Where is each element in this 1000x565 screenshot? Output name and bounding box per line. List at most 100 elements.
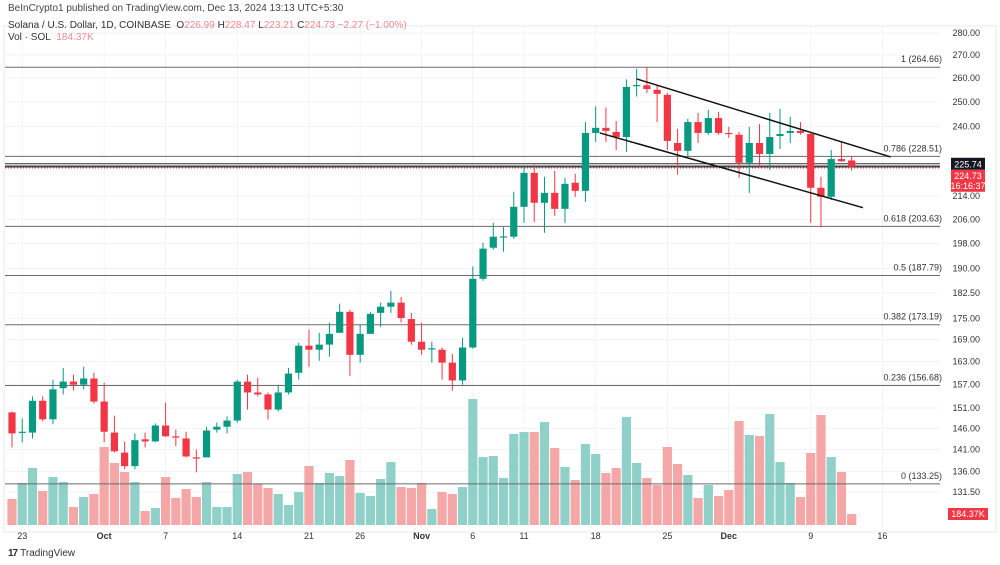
last-volume-label: 184.37K [951,509,985,519]
candle-body [745,143,753,163]
channel-lower-trendline[interactable] [599,132,864,209]
candle-body [18,431,26,433]
volume-bar [580,443,591,525]
candle-body [284,373,293,393]
candle-body [592,127,600,133]
candle-body [520,172,528,207]
volume-bar [826,457,836,525]
candle-body [172,436,180,438]
candle-body [233,381,241,421]
volume-label[interactable]: Vol · SOL [8,32,51,43]
price-axis-label: 163.00 [952,357,980,367]
volume-bar [437,492,447,525]
candle-body [643,85,651,90]
time-axis-label: 18 [591,531,601,541]
candle-body [510,206,518,237]
candle-body [479,248,487,279]
volume-bar [529,432,539,525]
volume-bar [652,485,662,525]
candle-body [223,420,231,427]
candle-body [295,345,303,373]
candle-body [540,192,549,203]
volume-bar [713,496,724,525]
volume-bar [304,466,314,525]
candle-body [49,389,57,420]
volume-bar [754,436,765,525]
volume-bar [68,507,79,525]
time-axis-label: 25 [662,531,672,541]
last-volume-box [948,508,988,520]
symbol-name[interactable]: Solana / U.S. Dollar, 1D, COINBASE [8,20,171,31]
volume-bar [140,511,150,525]
tradingview-logo-text: TradingView [20,548,76,559]
price-axis-label: 146.00 [952,423,980,433]
volume-bar [232,473,242,525]
bar-countdown-label: 16:16:37 [950,181,985,191]
price-axis-label: 141.00 [952,445,980,455]
volume-bar [17,482,27,525]
fib-level-label: 0.5 (187.79) [893,263,942,273]
candle-body [602,127,610,131]
candle-body [243,381,252,393]
candle-body [561,183,569,209]
fib-level-label: 0.618 (203.63) [883,213,942,223]
price-axis-label: 131.50 [952,487,980,497]
candle-body [633,85,641,87]
candle-body [418,341,426,350]
candle-body [377,306,385,313]
candle-body [694,122,702,133]
price-axis-label: 190.00 [952,263,980,273]
candle-body [817,187,825,197]
volume-bar [120,472,130,525]
volume-bar [242,472,253,525]
candle-body [202,430,211,458]
candle-body [684,122,692,151]
price-axis-label: 280.00 [952,28,980,38]
price-axis-label: 182.50 [952,288,980,298]
volume-bar [273,493,283,525]
volume-bar [765,413,775,525]
price-axis-label: 175.00 [952,313,980,323]
candle-body [499,236,508,238]
volume-bar [365,496,375,525]
volume-bar [89,493,99,525]
candle-body [8,412,16,434]
high-value: 228.47 [224,20,256,31]
horizontal-line-price-box [951,157,985,170]
fib-level-label: 0 (133.25) [901,471,942,481]
volume-bar [632,462,642,525]
candle-body [776,133,784,137]
candle-body [192,457,200,459]
candle-body [28,400,37,433]
time-axis-label: 16 [877,531,887,541]
low-value: 223.21 [263,20,295,31]
volume-value: 184.37K [56,32,94,43]
price-axis-label: 240.00 [952,122,980,132]
time-axis-label: 11 [519,531,528,541]
candle-body [766,137,774,155]
candle-body [530,172,538,203]
volume-bar [447,493,457,525]
tradingview-logo[interactable]: 17 TradingView [8,548,75,559]
volume-bar [181,488,191,525]
channel-upper-trendline[interactable] [636,78,891,158]
candle-body [796,130,805,133]
horizontal-line-price-label: 225.74 [954,159,982,169]
last-price-label: 224.73 [954,171,982,181]
candle-body [551,192,559,209]
candle-body [848,160,856,167]
candle-body [653,89,661,94]
volume-bar [488,456,498,525]
volume-bar [427,508,437,525]
candle-body [162,425,170,437]
candle-body [80,378,88,385]
volume-bar [417,482,427,525]
volume-bar [386,462,396,525]
candle-body [305,345,313,350]
candle-body [387,302,395,307]
volume-bar [355,492,365,525]
candle-body [837,159,846,162]
candle-body [356,333,364,355]
time-axis-label: 9 [808,531,813,541]
